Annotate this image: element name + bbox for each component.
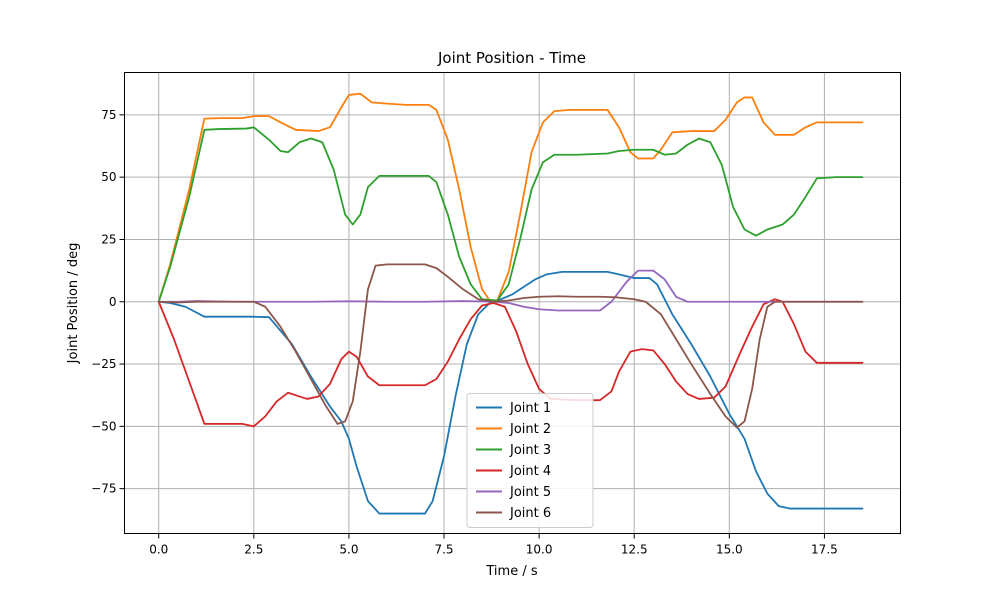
x-tick-label: 15.0 <box>716 543 743 557</box>
legend-label-joint-1: Joint 1 <box>509 401 551 416</box>
x-tick-label: 2.5 <box>244 543 263 557</box>
series-line-joint-3 <box>157 126 864 303</box>
x-axis-label: Time / s <box>485 564 537 579</box>
x-tick-label: 10.0 <box>526 543 553 557</box>
legend-label-joint-5: Joint 5 <box>509 485 551 500</box>
series-layer <box>157 92 864 515</box>
x-tick-label: 5.0 <box>339 543 358 557</box>
legend-label-joint-4: Joint 4 <box>509 464 551 479</box>
series-line-joint-6 <box>157 263 864 429</box>
chart-title: Joint Position - Time <box>437 49 586 67</box>
y-tick-label: −50 <box>91 419 116 433</box>
tick-layer: 0.0 2.5 5.0 7.5 10.0 12.5 15.0 17.5 −75 −50 −25 0 25… <box>91 108 838 557</box>
legend-box <box>466 393 594 528</box>
y-tick-label: −25 <box>91 357 116 371</box>
x-tick-label: 7.5 <box>434 543 453 557</box>
x-tick-label: 0.0 <box>149 543 168 557</box>
y-tick-label: 75 <box>101 108 116 122</box>
y-tick-label: 0 <box>109 295 117 309</box>
legend-label-joint-2: Joint 2 <box>509 422 551 437</box>
y-tick-label: 25 <box>101 232 116 246</box>
x-tick-label: 17.5 <box>811 543 838 557</box>
series-line-joint-4 <box>157 298 864 428</box>
legend: Joint 1 Joint 2 Joint 3 Joint 4 Joint 5 Joint… <box>466 393 594 528</box>
plot-frame <box>124 72 901 534</box>
series-line-joint-5 <box>157 269 864 312</box>
y-tick-label: 50 <box>101 170 116 184</box>
legend-label-joint-3: Joint 3 <box>509 443 551 458</box>
y-axis-label: Joint Position / deg <box>66 243 81 365</box>
y-tick-label: −75 <box>91 482 116 496</box>
legend-label-joint-6: Joint 6 <box>509 506 551 521</box>
x-tick-label: 12.5 <box>621 543 648 557</box>
